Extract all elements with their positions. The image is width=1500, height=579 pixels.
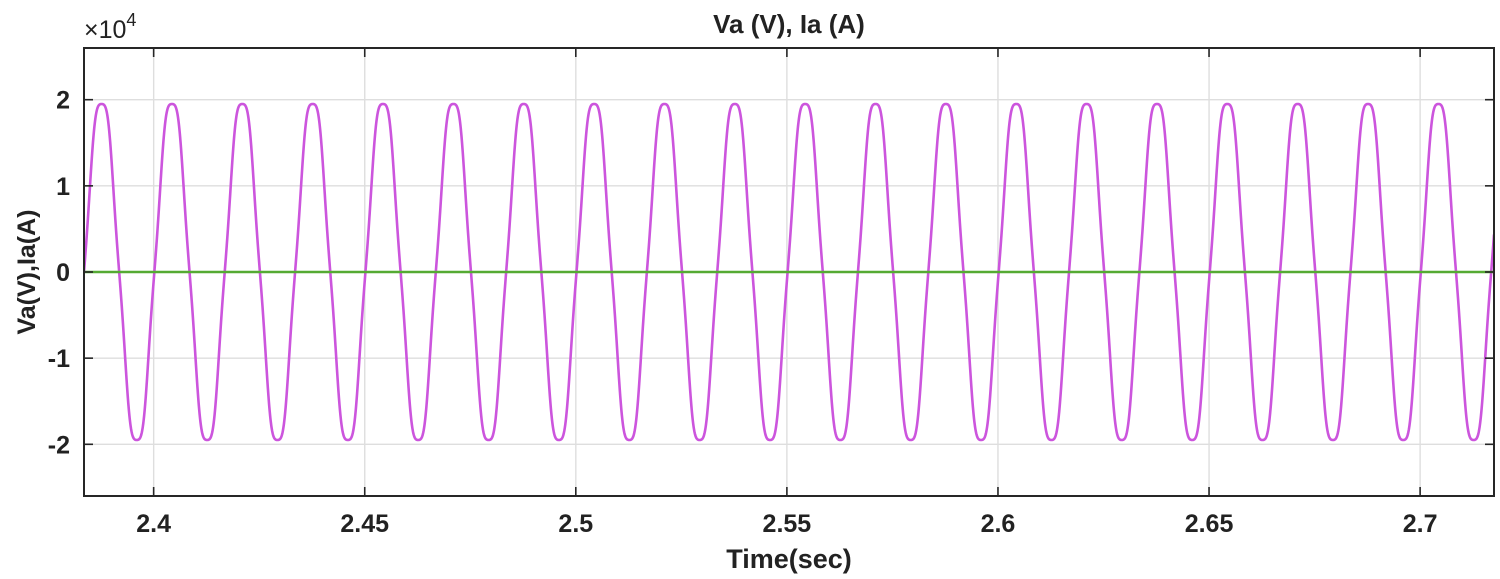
x-axis-label: Time(sec) <box>726 544 852 574</box>
y-multiplier: ×104 <box>84 10 136 44</box>
y-multiplier-base: ×10 <box>84 16 126 44</box>
chart-title: Va (V), Ia (A) <box>713 9 865 39</box>
x-tick-label: 2.5 <box>558 510 593 538</box>
series-line-va <box>84 102 1494 442</box>
x-tick-label: 2.4 <box>136 510 171 538</box>
tick-marks <box>84 48 1494 496</box>
x-tick-label: 2.6 <box>981 510 1016 538</box>
y-tick-label: -1 <box>48 345 70 373</box>
series-layer <box>84 102 1494 442</box>
x-tick-label: 2.65 <box>1185 510 1234 538</box>
x-tick-label: 2.7 <box>1403 510 1438 538</box>
y-multiplier-exponent: 4 <box>126 10 136 30</box>
x-tick-label: 2.45 <box>340 510 389 538</box>
x-tick-label: 2.55 <box>763 510 812 538</box>
y-tick-label: 2 <box>56 87 70 115</box>
y-tick-label: -2 <box>48 431 70 459</box>
y-tick-label: 1 <box>56 173 70 201</box>
y-tick-labels: -2 -1 0 1 2 <box>48 87 70 460</box>
x-tick-labels: 2.4 2.45 2.5 2.55 2.6 2.65 2.7 <box>136 510 1437 538</box>
y-axis-label: Va(V),Ia(A) <box>13 209 41 334</box>
y-tick-label: 0 <box>56 259 70 287</box>
